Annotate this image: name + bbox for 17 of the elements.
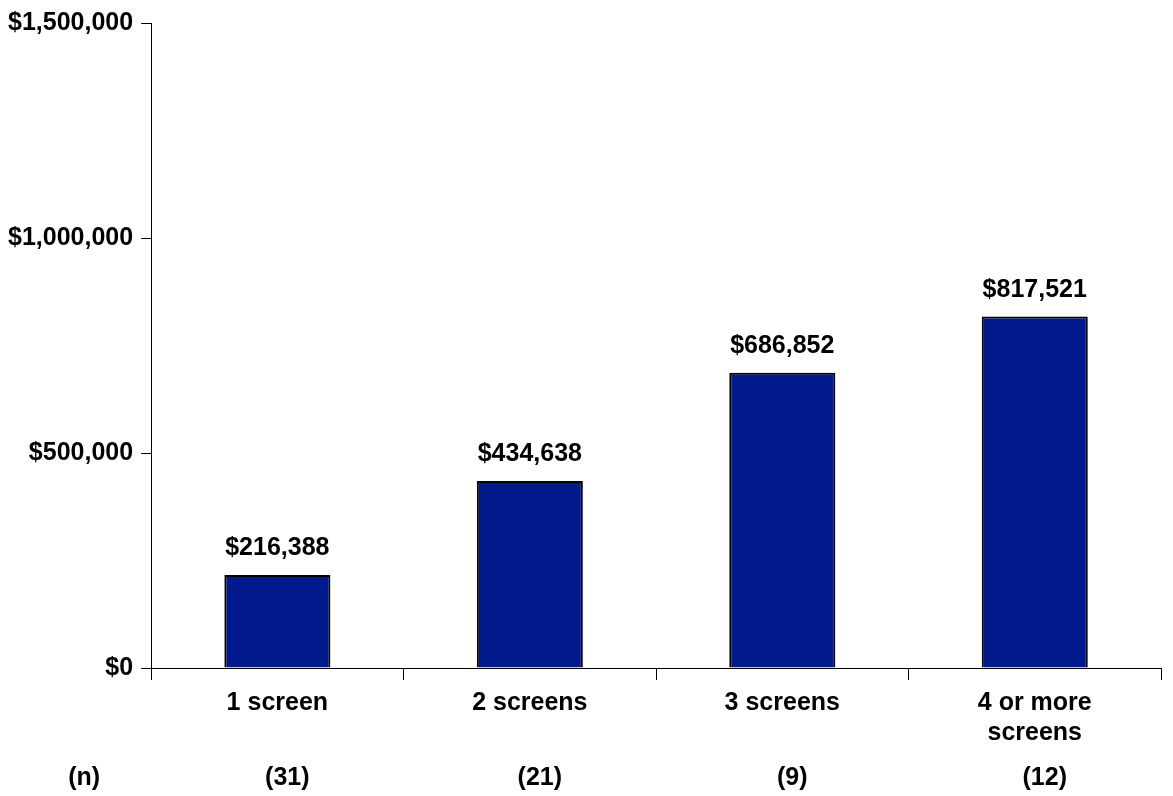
data-label: $216,388 xyxy=(225,532,330,561)
x-tick-label: 4 or more screens xyxy=(977,686,1092,745)
y-tick-label: $1,000,000 xyxy=(8,221,134,250)
text: (21) xyxy=(517,761,563,790)
x-tick-label: 2 screens xyxy=(472,686,588,715)
text: (9) xyxy=(777,761,808,790)
data-label: $686,852 xyxy=(730,330,835,359)
x-tick-label: 1 screen xyxy=(226,686,329,715)
y-tick-label: $1,500,000 xyxy=(8,6,134,35)
text: (31) xyxy=(265,761,310,790)
text: (12) xyxy=(1022,761,1067,790)
data-label: $434,638 xyxy=(477,438,583,467)
x-tick-label: 3 screens xyxy=(724,686,840,715)
data-label: $817,521 xyxy=(982,273,1087,302)
y-tick-label: $0 xyxy=(105,651,134,680)
y-tick-label: $500,000 xyxy=(28,436,134,465)
text: (n) xyxy=(68,761,101,790)
